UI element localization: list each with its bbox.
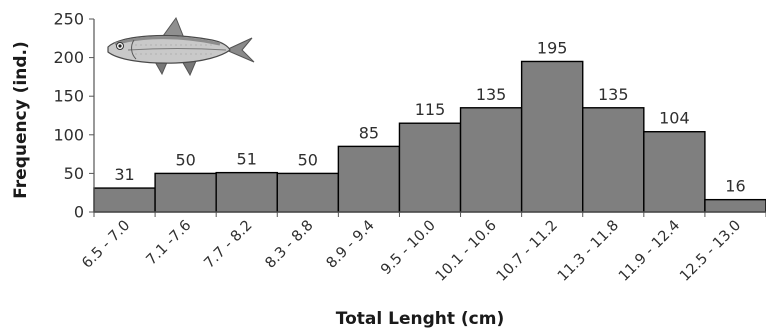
bar (582, 107, 645, 213)
data-label: 195 (537, 38, 568, 57)
data-label: 51 (237, 150, 257, 169)
bar (154, 172, 217, 213)
y-tick-label: 200 (53, 48, 84, 67)
bar (643, 131, 706, 213)
data-label: 85 (359, 123, 379, 142)
x-tick-label: 10.7 - 11.2 (494, 218, 561, 285)
bar (337, 145, 401, 213)
fish-icon (107, 16, 255, 77)
data-label: 50 (175, 150, 195, 169)
x-tick-label: 6.5 - 7.0 (79, 218, 133, 272)
x-tick-label: 9.5 - 10.0 (378, 218, 439, 279)
bar (704, 198, 766, 213)
bar (520, 60, 584, 213)
bar (276, 172, 340, 213)
y-axis-title: Frequency (ind.) (11, 41, 31, 199)
x-tick-label: 11.3 - 11.8 (555, 218, 622, 285)
y-tick-label: 0 (74, 203, 84, 222)
data-label: 135 (476, 85, 507, 104)
y-tick-label: 100 (53, 125, 84, 144)
y-tick-label: 150 (53, 87, 84, 106)
bar (93, 187, 156, 213)
data-label: 31 (114, 165, 134, 184)
x-tick-label: 7.1 -7.6 (144, 218, 195, 269)
bar (459, 107, 523, 213)
x-axis-title: Total Lenght (cm) (336, 309, 504, 329)
x-tick-label: 10.1 - 10.6 (433, 218, 500, 285)
bar (215, 171, 278, 213)
data-label: 104 (659, 109, 690, 128)
x-tick-label: 7.7 - 8.2 (201, 218, 255, 272)
x-tick-label: 8.9 - 9.4 (324, 218, 378, 272)
x-tick-label: 8.3 - 8.8 (262, 218, 316, 272)
y-tick-label: 50 (64, 164, 84, 183)
y-tick-label: 250 (53, 10, 84, 29)
data-label: 50 (298, 150, 318, 169)
x-tick-label: 12.5 - 13.0 (677, 218, 744, 285)
bar (398, 122, 462, 213)
data-label: 115 (415, 100, 446, 119)
x-tick-label: 11.9 - 12.4 (616, 218, 683, 285)
data-label: 135 (598, 85, 629, 104)
data-label: 16 (725, 177, 745, 196)
